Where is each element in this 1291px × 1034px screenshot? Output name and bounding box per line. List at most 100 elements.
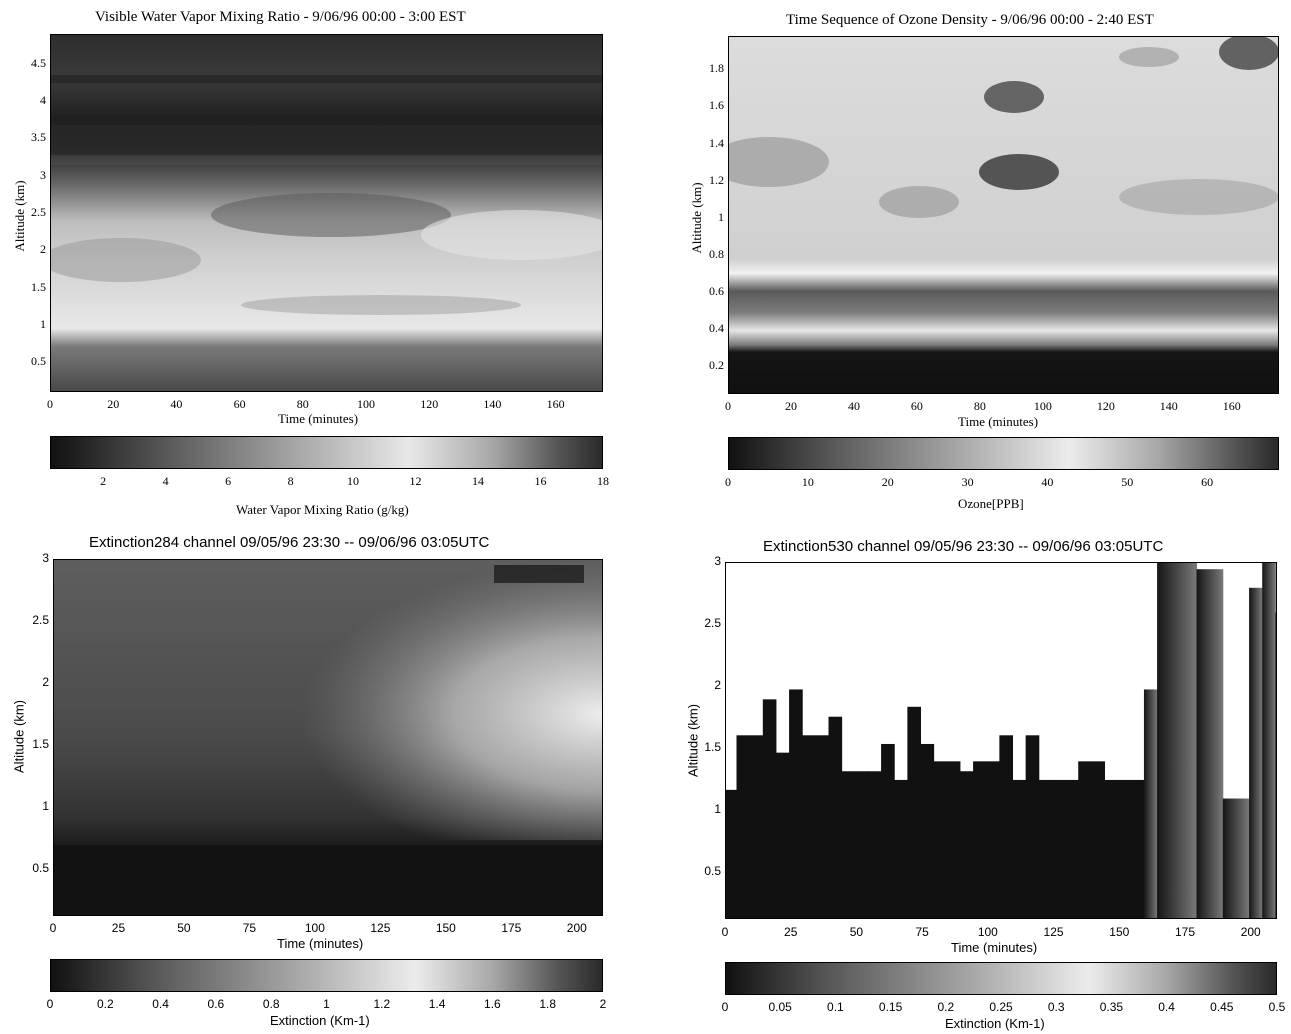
heatmap-svg (729, 37, 1278, 393)
colorbar-tick-label: 50 (1121, 475, 1134, 489)
x-tick-label: 140 (483, 397, 502, 411)
y-tick-label: 1 (718, 209, 724, 224)
x-tick-label: 80 (973, 399, 986, 413)
data-column (1275, 612, 1276, 918)
x-tick-label: 175 (1174, 925, 1196, 939)
heatmap-plot-area (728, 36, 1279, 394)
x-tick-label: 80 (296, 397, 309, 411)
chart-title: Visible Water Vapor Mixing Ratio - 9/06/… (95, 9, 466, 25)
heatmap-svg (726, 563, 1276, 918)
colorbar (50, 959, 603, 992)
data-column (894, 779, 908, 918)
x-tick-label: 20 (784, 399, 797, 413)
data-column (907, 706, 922, 918)
data-column (973, 761, 1000, 918)
x-tick-label: 200 (1240, 925, 1261, 939)
colorbar-tick-label: 4 (162, 474, 169, 488)
colorbar-tick-label: 0.15 (878, 1000, 903, 1014)
data-column (828, 716, 843, 918)
y-tick-label: 1 (42, 798, 49, 813)
x-tick-label: 0 (721, 925, 729, 939)
x-tick-label: 200 (566, 921, 587, 935)
colorbar-tick-label: 18 (597, 474, 609, 488)
y-tick-label: 1.2 (709, 172, 724, 187)
colorbar-tick-label: 12 (409, 474, 422, 488)
data-column (1262, 563, 1276, 918)
colorbar-tick-label: 0.25 (989, 1000, 1013, 1014)
x-tick-label: 125 (1043, 925, 1064, 939)
y-tick-label: 1.8 (709, 61, 724, 76)
x-tick-label: 160 (546, 397, 565, 411)
colorbar-label: Water Vapor Mixing Ratio (g/kg) (236, 502, 409, 517)
colorbar-label: Extinction (Km-1) (945, 1016, 1045, 1031)
chart-title: Time Sequence of Ozone Density - 9/06/96… (786, 12, 1154, 28)
y-tick-label: 0.5 (704, 863, 721, 878)
data-column (1038, 779, 1053, 918)
y-tick-label: 1.6 (709, 98, 724, 113)
colorbar (728, 437, 1279, 470)
colorbar-tick-label: 20 (881, 475, 894, 489)
x-tick-label: 100 (1033, 399, 1052, 413)
colorbar-tick-label: 8 (287, 474, 294, 488)
colorbar (50, 436, 603, 469)
x-tick-label: 100 (977, 925, 998, 939)
y-tick-label: 2 (40, 242, 46, 257)
y-tick-label: 1.5 (31, 279, 46, 294)
data-column (1157, 563, 1198, 918)
x-tick-label: 40 (170, 397, 183, 411)
x-tick-label: 120 (1096, 399, 1115, 413)
data-column (1078, 761, 1106, 918)
chart-water-vapor: Visible Water Vapor Mixing Ratio - 9/06/… (0, 0, 645, 520)
x-axis-label: Time (minutes) (958, 414, 1039, 429)
x-tick-label: 150 (1109, 925, 1130, 939)
y-tick-label: 2 (714, 677, 721, 692)
colorbar-tick-label: 0.4 (1158, 1000, 1175, 1014)
y-tick-label: 3 (714, 554, 721, 568)
colorbar-tick-label: 1.6 (484, 997, 501, 1011)
colorbar-tick-label: 1.8 (539, 997, 557, 1011)
colorbar-tick-label: 10 (347, 474, 360, 488)
colorbar-tick-label: 60 (1201, 475, 1214, 489)
data-column (1196, 569, 1224, 918)
x-tick-label: 25 (111, 921, 126, 935)
data-column (841, 771, 869, 918)
data-column (1051, 779, 1079, 918)
colorbar-tick-label: 0.05 (768, 1000, 792, 1014)
colorbar-tick-label: 0.2 (937, 1000, 955, 1014)
data-column (1104, 779, 1145, 918)
colorbar (725, 962, 1277, 995)
colorbar-tick-label: 2 (100, 474, 107, 488)
x-tick-label: 100 (304, 921, 325, 935)
colorbar-tick-label: 2 (599, 997, 607, 1011)
data-column (1012, 779, 1027, 918)
colorbar-tick-label: 1 (323, 997, 330, 1011)
x-tick-label: 125 (370, 921, 391, 935)
heatmap-plot-area (50, 34, 603, 392)
colorbar-tick-label: 0 (721, 1000, 729, 1014)
y-tick-label: 1 (40, 316, 46, 331)
x-tick-label: 140 (1159, 399, 1178, 413)
y-tick-label: 3 (42, 551, 49, 565)
data-column (1143, 689, 1158, 918)
y-tick-label: 0.6 (709, 283, 724, 298)
x-tick-label: 40 (847, 399, 860, 413)
x-tick-label: 100 (357, 397, 375, 411)
x-axis-label: Time (minutes) (277, 936, 364, 951)
colorbar-tick-label: 0.1 (827, 1000, 844, 1014)
colorbar-tick-label: 1.2 (373, 997, 391, 1011)
data-column (726, 789, 738, 918)
y-tick-label: 0.8 (709, 246, 724, 261)
x-tick-label: 60 (910, 399, 923, 413)
data-column (1222, 798, 1250, 918)
x-tick-label: 50 (849, 925, 864, 939)
heatmap-svg (54, 560, 602, 915)
x-tick-label: 0 (725, 399, 731, 413)
chart-title: Extinction530 channel 09/05/96 23:30 -- … (763, 538, 1164, 555)
x-tick-label: 20 (107, 397, 120, 411)
y-tick-label: 2 (42, 674, 49, 689)
y-tick-label: 1.5 (32, 736, 49, 751)
x-tick-label: 0 (47, 397, 53, 411)
chart-title: Extinction284 channel 09/05/96 23:30 -- … (89, 534, 490, 551)
data-column (1025, 735, 1040, 918)
